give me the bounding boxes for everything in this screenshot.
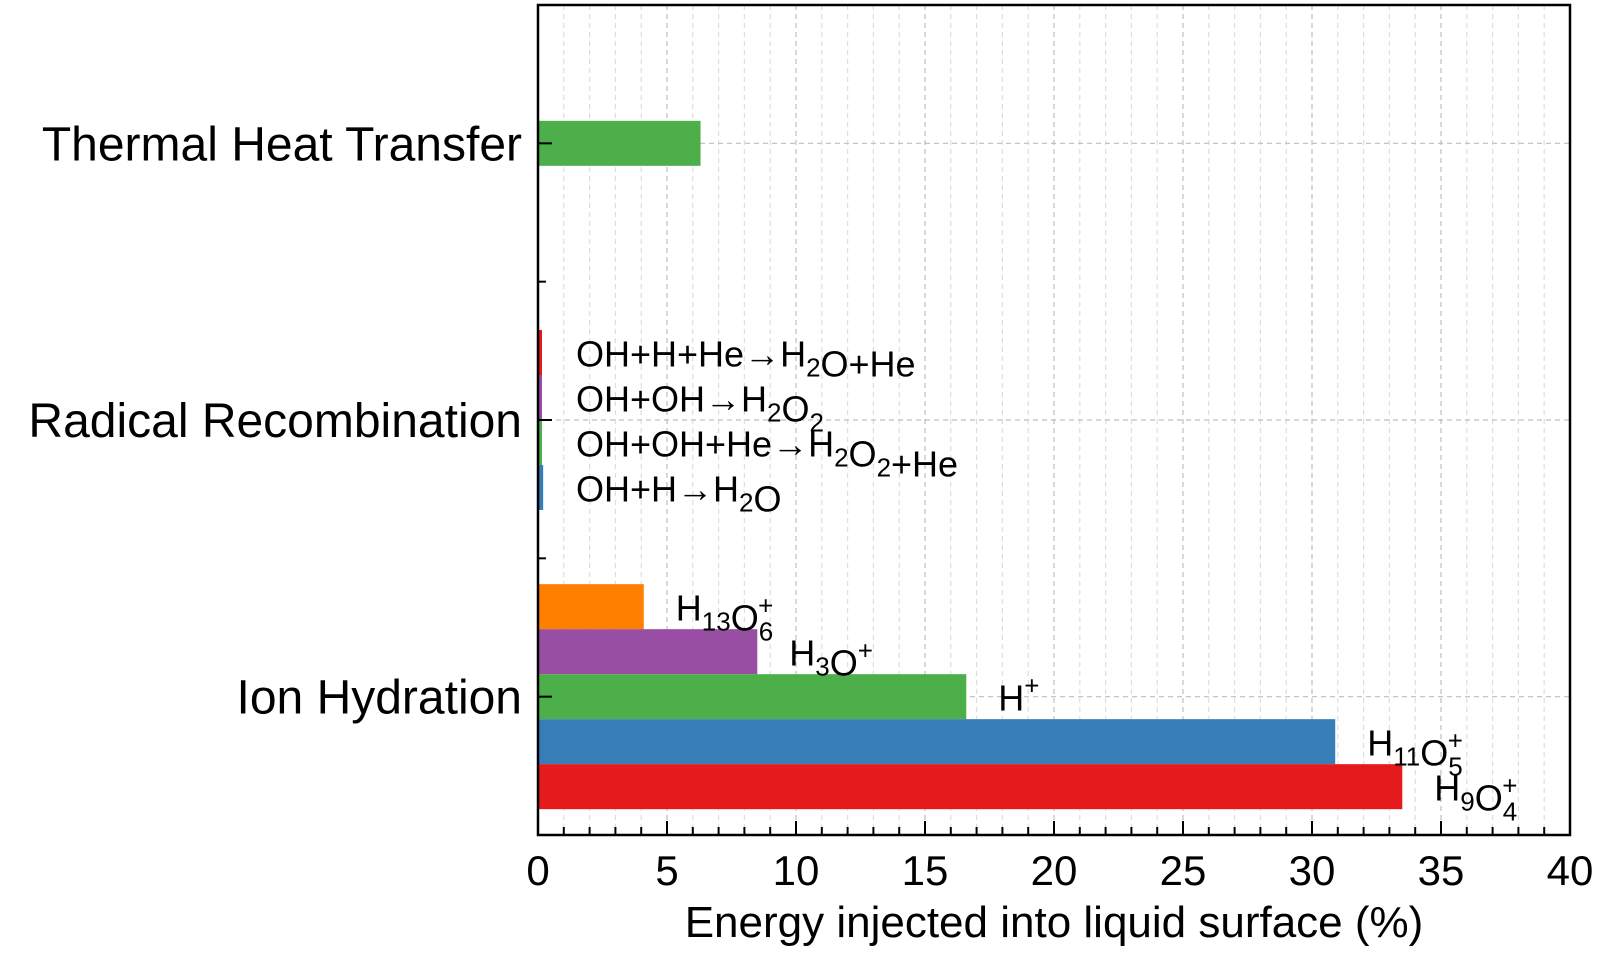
bar <box>538 465 544 510</box>
bar-label: OH+H→H2O <box>576 469 782 520</box>
x-axis-title: Energy injected into liquid surface (%) <box>685 898 1424 947</box>
bar <box>538 375 542 420</box>
bar <box>538 584 644 630</box>
x-tick-label: 35 <box>1418 847 1465 894</box>
bars <box>538 120 1403 810</box>
x-tick-label: 5 <box>655 847 678 894</box>
bar-label: H+ <box>998 671 1039 719</box>
x-tick-label: 30 <box>1289 847 1336 894</box>
bar <box>538 420 542 465</box>
x-tick-label: 25 <box>1160 847 1207 894</box>
bar <box>538 629 758 675</box>
bar-label: H9O4+ <box>1434 768 1517 827</box>
bar <box>538 674 967 720</box>
bar-label: H3O+ <box>789 633 873 684</box>
x-tick-label: 40 <box>1547 847 1594 894</box>
bar-label: OH+OH→H2O2 <box>576 379 824 438</box>
bar <box>538 764 1403 810</box>
bar <box>538 330 542 375</box>
category-labels: Thermal Heat Transfer Radical Recombinati… <box>28 118 522 724</box>
bar-label: H13O6+ <box>676 588 774 647</box>
category-label: Thermal Heat Transfer <box>42 118 522 171</box>
x-tick-label: 10 <box>773 847 820 894</box>
grid <box>538 5 1570 835</box>
bar-labels: OH+H+He→H2O+HeOH+OH→H2O2OH+OH+He→H2O2+He… <box>576 334 1517 827</box>
bar <box>538 719 1336 765</box>
category-label: Ion Hydration <box>237 672 523 725</box>
bar-label: H11O5+ <box>1367 723 1463 782</box>
bar-label: OH+H+He→H2O+He <box>576 334 916 385</box>
category-label: Radical Recombination <box>28 395 522 448</box>
bar-label: OH+OH+He→H2O2+He <box>576 424 958 485</box>
ticks: 0 5 10 15 20 25 30 35 40 <box>526 142 1594 894</box>
bar <box>538 120 701 166</box>
x-tick-label: 0 <box>526 847 549 894</box>
x-tick-label: 15 <box>902 847 949 894</box>
x-tick-label: 20 <box>1031 847 1078 894</box>
